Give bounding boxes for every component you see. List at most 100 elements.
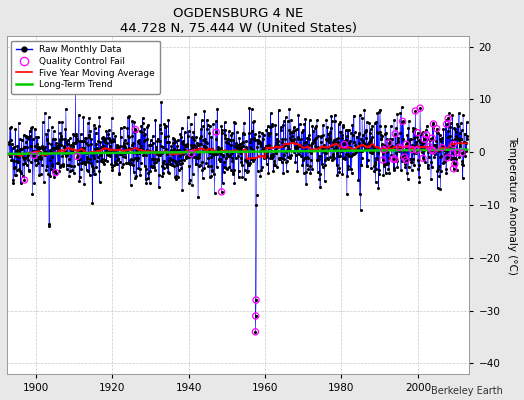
Point (176, 153, 184, 160)
Point (86, 156, 94, 162)
Point (297, 143, 305, 149)
Point (408, 167, 416, 174)
Point (44, 171, 52, 177)
Point (167, 143, 176, 149)
Point (305, 163, 314, 169)
Point (429, 121, 438, 127)
Point (83, 158, 92, 165)
Point (271, 142, 279, 149)
Point (270, 158, 278, 165)
Point (100, 138, 108, 144)
Point (81, 135, 89, 141)
Point (216, 145, 225, 152)
Point (64, 141, 72, 147)
Point (13, 167, 21, 174)
Point (283, 118, 292, 124)
Point (232, 155, 240, 162)
Point (313, 168, 322, 175)
Point (131, 126, 139, 133)
Point (198, 117, 206, 124)
Point (82, 140, 90, 147)
Point (336, 153, 345, 159)
Point (144, 169, 152, 176)
Point (146, 180, 154, 187)
Point (196, 126, 205, 132)
Point (353, 144, 361, 151)
Point (78, 145, 86, 151)
Point (111, 132, 119, 139)
Point (104, 130, 112, 137)
Point (345, 146, 354, 152)
Point (99, 143, 107, 150)
Point (416, 105, 424, 112)
Point (275, 154, 283, 161)
Point (88, 149, 96, 156)
Point (370, 162, 378, 169)
Point (256, 148, 264, 154)
Point (322, 117, 330, 124)
Point (425, 144, 433, 150)
Point (362, 126, 370, 133)
Point (16, 146, 25, 152)
Point (114, 144, 122, 150)
Point (178, 124, 186, 131)
Point (46, 156, 54, 163)
Point (417, 143, 425, 150)
Point (125, 113, 134, 120)
Point (438, 141, 446, 148)
Point (105, 148, 113, 154)
Point (359, 137, 368, 144)
Point (257, 142, 265, 148)
Point (49, 136, 57, 142)
Point (224, 135, 232, 142)
Point (79, 158, 88, 165)
Point (87, 136, 95, 142)
Point (154, 136, 162, 142)
Point (137, 146, 146, 152)
Point (85, 132, 94, 138)
Point (398, 118, 407, 124)
Point (250, 135, 258, 142)
Point (108, 130, 117, 136)
Point (23, 154, 31, 160)
Point (333, 139, 342, 146)
Point (275, 107, 283, 114)
Point (457, 136, 465, 142)
Point (263, 153, 271, 160)
Point (314, 144, 322, 150)
Point (408, 146, 417, 153)
Point (136, 166, 144, 172)
Point (99, 134, 107, 140)
Point (365, 138, 373, 145)
Point (279, 170, 287, 176)
Point (45, 220, 53, 227)
Point (280, 156, 288, 162)
Point (160, 164, 168, 171)
Point (292, 126, 301, 132)
Point (269, 161, 278, 167)
Point (74, 156, 82, 162)
Point (347, 130, 355, 136)
Point (305, 136, 313, 142)
Point (336, 129, 344, 135)
Point (192, 160, 201, 167)
Point (422, 137, 430, 143)
Point (454, 123, 462, 130)
Point (68, 143, 77, 149)
Point (462, 140, 470, 146)
Point (127, 160, 135, 166)
Point (430, 142, 438, 148)
Point (421, 145, 429, 151)
Point (290, 148, 299, 155)
Point (244, 168, 252, 174)
Point (453, 167, 461, 173)
Point (335, 142, 344, 148)
Point (239, 139, 247, 145)
Point (292, 143, 301, 149)
Point (317, 133, 325, 140)
Point (27, 143, 35, 150)
Point (429, 148, 438, 154)
Point (68, 146, 76, 152)
Point (270, 162, 278, 168)
Point (117, 150, 125, 157)
